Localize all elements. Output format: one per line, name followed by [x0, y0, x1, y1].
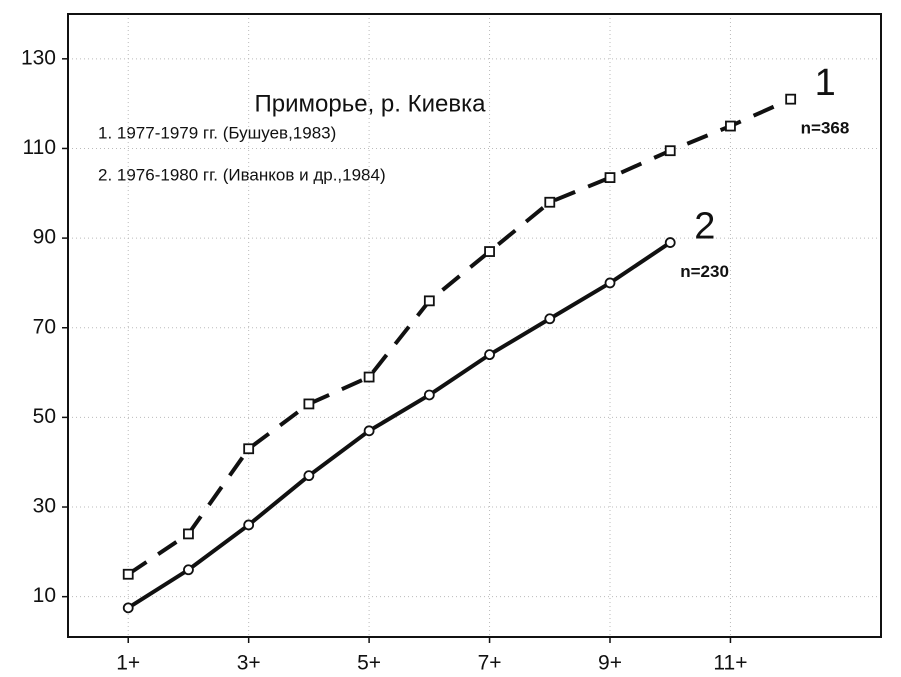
series-label: 2: [694, 206, 715, 248]
y-tick-label: 50: [33, 405, 56, 428]
point: [664, 145, 676, 157]
point: [544, 196, 556, 208]
x-tick-label: 7+: [478, 652, 502, 675]
point: [243, 519, 255, 531]
y-tick-label: 130: [21, 46, 56, 69]
plot-frame: [67, 13, 882, 638]
point: [423, 295, 435, 307]
series-note: n=230: [680, 262, 729, 281]
point: [183, 528, 194, 540]
x-tick-label: 1+: [116, 652, 140, 675]
x-tick-label: 3+: [237, 652, 261, 675]
point: [725, 120, 736, 132]
x-tick-label: 5+: [357, 652, 381, 675]
series-line: [127, 240, 672, 610]
point: [363, 425, 375, 437]
y-tick-label: 110: [23, 136, 56, 159]
y-tick-label: 10: [33, 584, 56, 607]
series-line: [127, 97, 792, 576]
point: [544, 313, 556, 325]
legend-line: 2. 1976-1980 гг. (Иванков и др.,1984): [98, 165, 386, 184]
point: [484, 246, 495, 257]
point: [122, 602, 134, 614]
point: [664, 237, 676, 248]
x-tick-label: 9+: [598, 652, 622, 675]
y-tick-label: 70: [33, 315, 56, 338]
chart-title: Приморье, р. Киевка: [255, 90, 487, 117]
legend-line: 1. 1977-1979 гг. (Бушуев,1983): [98, 123, 336, 142]
point: [303, 470, 315, 482]
y-tick-label: 30: [33, 495, 56, 518]
point: [303, 398, 315, 410]
point: [363, 371, 375, 383]
point: [243, 443, 255, 455]
point: [604, 277, 616, 289]
point: [604, 172, 616, 183]
x-tick-label: 11+: [713, 652, 747, 675]
series-label: 1: [815, 62, 836, 104]
series-note: n=368: [801, 119, 850, 138]
point: [122, 568, 134, 580]
point: [183, 564, 194, 576]
point: [484, 349, 495, 361]
point: [423, 389, 435, 401]
point: [785, 93, 797, 105]
y-tick-label: 90: [33, 226, 56, 249]
